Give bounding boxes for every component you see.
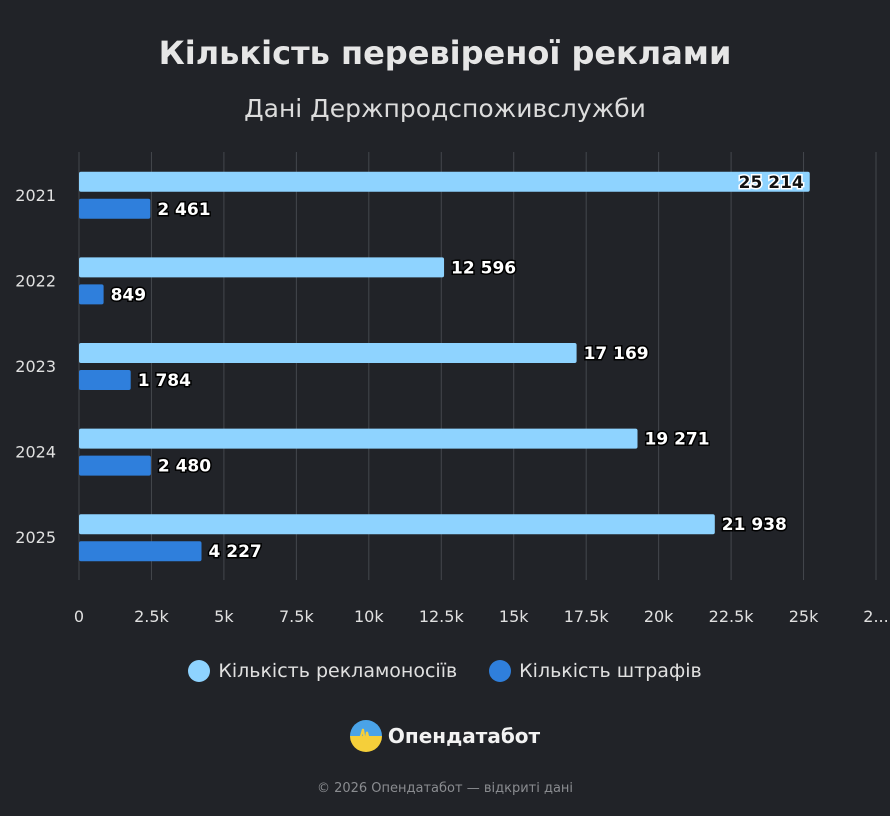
data-label: 2 461 (157, 200, 210, 220)
data-label: 2 480 (158, 457, 211, 477)
x-tick-label: 0 (74, 607, 84, 626)
x-tick-label: 15k (499, 607, 529, 626)
brand-name: Опендатабот (387, 724, 541, 748)
y-tick-label: 2025 (15, 528, 56, 547)
bar-ads (79, 428, 638, 449)
bar-fines (79, 541, 202, 562)
legend-marker-ads (188, 660, 211, 682)
y-tick-label: 2023 (15, 357, 56, 376)
legend-label-fines: Кількість штрафів (519, 660, 702, 682)
x-tick-label: 22.5k (709, 607, 755, 626)
chart-subtitle: Дані Держпродспоживслужби (244, 94, 646, 123)
x-tick-label: 7.5k (279, 607, 314, 626)
bar-ads (79, 514, 715, 535)
bar-chart: 0 2.5k 5k 7.5k 10k 12.5k 15k 17.5k 20k 22.5k 25k 2.… (15, 152, 889, 626)
x-tick-label: 25k (789, 607, 819, 626)
bar-fines (79, 284, 104, 305)
bar-fines (79, 198, 151, 219)
data-label: 25 214 (739, 173, 804, 193)
bar-fines (79, 455, 151, 476)
y-tick-label: 2021 (15, 186, 56, 205)
legend-label-ads: Кількість рекламоносіїв (218, 660, 458, 682)
x-tick-label: 2... (863, 607, 888, 626)
bar-fines (79, 370, 131, 390)
y-tick-label: 2022 (15, 271, 56, 290)
x-tick-label: 12.5k (419, 607, 465, 626)
footer: © 2026 Опендатабот — відкриті дані (316, 781, 574, 796)
data-label: 17 169 (584, 344, 649, 364)
legend: Кількість рекламоносіїв Кількість штрафі… (0, 660, 890, 682)
chart-title: Кількість перевіреної реклами (158, 34, 732, 72)
x-tick-label: 20k (644, 607, 674, 626)
data-label: 19 271 (645, 430, 710, 450)
brand-logo[interactable]: Опендатабот (0, 720, 890, 752)
data-label: 12 596 (451, 258, 516, 278)
data-label: 849 (111, 285, 147, 305)
x-tick-label: 10k (354, 607, 384, 626)
x-tick-label: 17.5k (564, 607, 610, 626)
y-tick-label: 2024 (15, 443, 56, 462)
x-tick-label: 2.5k (134, 607, 169, 626)
bar-ads (79, 171, 810, 192)
opendatabot-logo-icon (349, 720, 382, 752)
data-label: 1 784 (138, 371, 191, 391)
legend-item-ads[interactable]: Кількість рекламоносіїв (188, 660, 457, 682)
legend-marker-fines (489, 660, 512, 682)
data-label: 21 938 (722, 515, 787, 535)
x-tick-label: 5k (214, 607, 234, 626)
legend-item-fines[interactable]: Кількість штрафів (489, 660, 702, 682)
bar-ads (79, 343, 577, 363)
data-label: 4 227 (209, 542, 262, 562)
bar-ads (79, 257, 445, 278)
